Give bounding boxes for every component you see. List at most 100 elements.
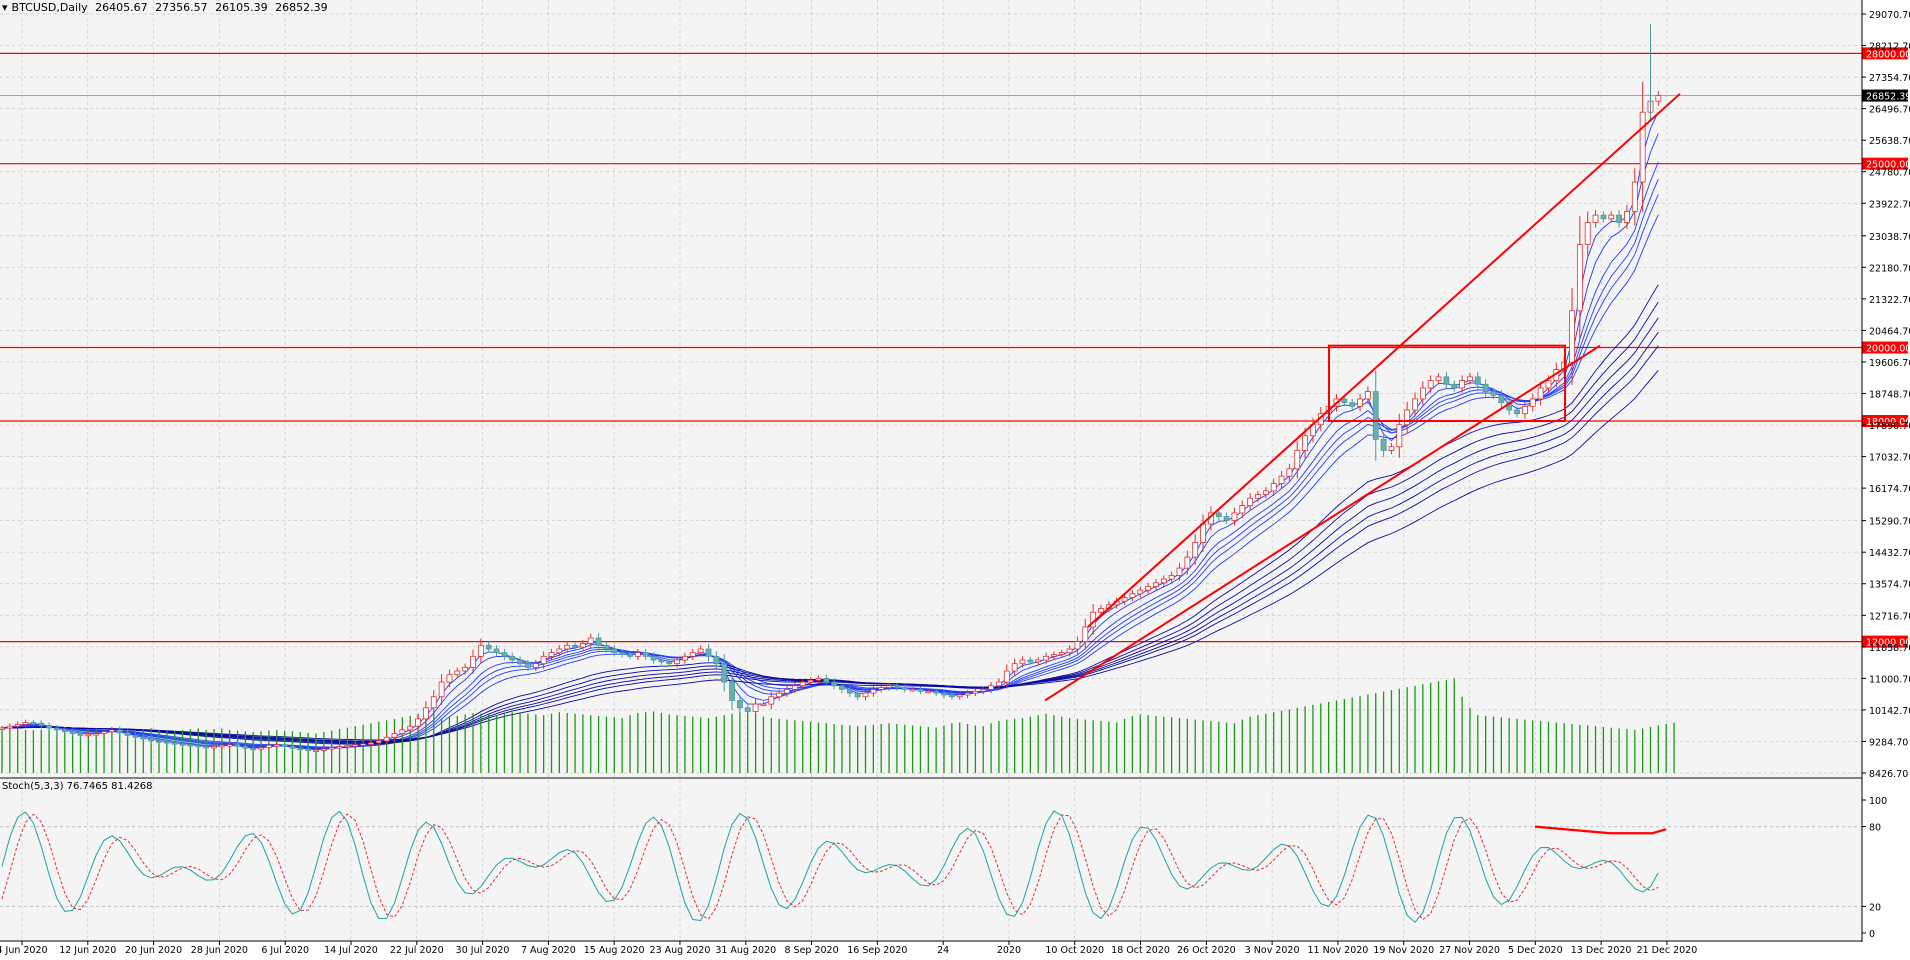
x-tick-label: 2020 [997, 945, 1021, 956]
y-tick-label: 25638.70 [1869, 136, 1910, 147]
level-badge [1862, 157, 1908, 170]
candle-body [823, 677, 830, 683]
candle-body [799, 681, 806, 687]
candle-body [1365, 391, 1371, 400]
candle-body [1600, 214, 1607, 220]
candles[interactable] [0, 23, 1662, 753]
candle-body [737, 700, 743, 709]
candle-body [532, 663, 539, 668]
candle-body [682, 655, 688, 661]
candle-body [203, 746, 210, 749]
candle-body [485, 644, 492, 650]
stoch-tick-label: 80 [1869, 823, 1881, 834]
candle-body [360, 743, 367, 746]
y-tick-label: 23038.70 [1869, 232, 1910, 243]
trend-drawings[interactable] [1044, 93, 1681, 702]
candle-body [517, 659, 523, 665]
price-axis[interactable]: 29070.70 28212.70 27354.70 26496.70 25638.70… [1862, 10, 1910, 780]
candle-body [391, 733, 398, 738]
candle-body [1035, 659, 1042, 663]
candle-body [1302, 435, 1308, 451]
candle-body [1223, 516, 1230, 521]
candle-body [1262, 490, 1269, 495]
x-tick-label: 4 Jun 2020 [0, 945, 48, 956]
candle-body [595, 637, 602, 646]
close-value: 26852.39 [275, 1, 328, 14]
candle-body [14, 723, 21, 727]
candle-body [839, 685, 845, 690]
candle-body [807, 679, 814, 683]
candle-body [619, 652, 626, 655]
candle-body [375, 740, 382, 744]
candle-body [1569, 310, 1575, 363]
y-tick-label: 29070.70 [1869, 10, 1910, 21]
candle-body [1412, 398, 1418, 411]
candle-body [477, 644, 484, 657]
candle-body [1129, 593, 1136, 598]
candle-body [1168, 575, 1175, 580]
candle-body [234, 744, 241, 747]
candle-body [407, 725, 414, 731]
candle-body [509, 655, 516, 661]
candle-body [705, 648, 712, 657]
candle-body [925, 690, 932, 694]
candle-body [627, 654, 633, 657]
candle-body [187, 744, 194, 747]
x-tick-label: 16 Sep 2020 [847, 945, 907, 956]
x-tick-label: 6 Jul 2020 [261, 945, 309, 956]
candle-body [1019, 659, 1026, 665]
y-tick-label: 15290.70 [1869, 517, 1910, 528]
candle-body [1545, 380, 1552, 389]
current-price-badge [1862, 89, 1908, 102]
candle-body [399, 729, 406, 734]
candle-body [218, 744, 225, 748]
header-arrow-icon[interactable]: ▾ [2, 1, 8, 14]
candle-body [265, 744, 272, 748]
y-tick-label: 16174.70 [1869, 484, 1910, 495]
candle-body [6, 725, 13, 729]
candle-body [870, 689, 877, 694]
open-value: 26405.67 [95, 1, 148, 14]
candle-body [1058, 652, 1065, 655]
candle-body [352, 744, 359, 747]
x-tick-label: 21 Dec 2020 [1637, 945, 1698, 956]
candle-body [564, 644, 571, 650]
stoch-k-line [1, 810, 1659, 924]
candle-body [1341, 398, 1348, 404]
candle-body [171, 742, 178, 745]
candle-body [195, 744, 202, 748]
candle-body [1584, 222, 1591, 245]
candle-body [784, 689, 790, 694]
candle-body [430, 696, 437, 709]
candle-body [1255, 494, 1261, 499]
candle-body [674, 659, 680, 665]
stoch-pane-bg [0, 779, 1862, 941]
candle-body [101, 731, 107, 734]
y-tick-label: 9284.70 [1869, 737, 1908, 748]
candle-body [1435, 376, 1442, 381]
candle-body [109, 729, 115, 733]
candle-body [258, 747, 264, 750]
x-tick-label: 31 Aug 2020 [715, 945, 776, 956]
candle-body [93, 733, 100, 736]
candle-body [1286, 468, 1293, 477]
ema-line [1, 317, 1659, 743]
candle-body [446, 674, 453, 683]
candle-body [1592, 214, 1599, 223]
candle-body [250, 747, 257, 751]
time-axis[interactable]: 4 Jun 2020 12 Jun 2020 20 Jun 2020 28 Jun 2… [0, 941, 1697, 956]
x-tick-label: 8 Sep 2020 [784, 945, 838, 956]
horizontal-levels[interactable]: 28000.00 25000.00 20000.00 18000.00 12000.00… [0, 47, 1910, 649]
candle-body [878, 687, 885, 690]
candle-body [768, 696, 775, 705]
x-tick-label: 7 Aug 2020 [521, 945, 576, 956]
x-tick-label: 30 Jul 2020 [456, 945, 510, 956]
candle-body [281, 744, 288, 747]
candle-body [313, 749, 319, 752]
candle-body [211, 746, 217, 749]
candle-body [422, 707, 429, 720]
candle-body [179, 743, 186, 746]
candle-body [744, 707, 751, 712]
candle-body [894, 685, 900, 688]
